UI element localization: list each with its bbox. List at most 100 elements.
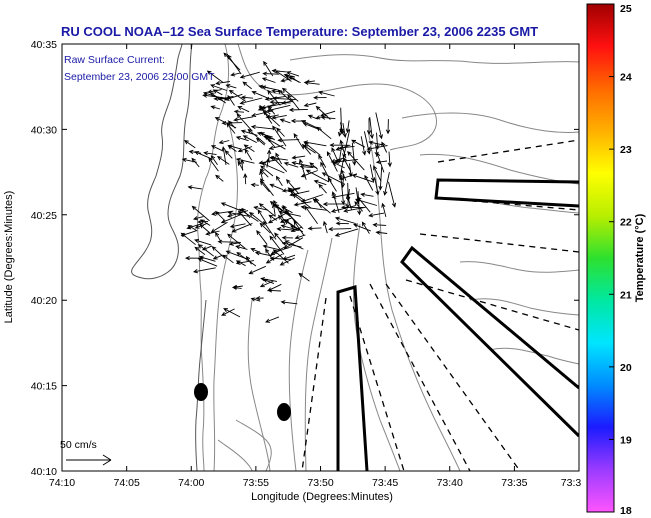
current-vector-arrow	[281, 235, 293, 240]
current-vector-arrow	[318, 183, 327, 194]
current-vector-arrow	[383, 172, 390, 196]
current-vector-arrow	[235, 245, 248, 250]
y-tick-label: 40:25	[31, 210, 57, 222]
current-vector-arrow	[207, 89, 222, 94]
current-vector-arrow	[298, 272, 310, 282]
current-vector-arrow	[236, 113, 253, 132]
current-vector-arrow	[338, 145, 355, 150]
current-vector-arrow	[322, 201, 347, 207]
current-vector-arrow	[353, 223, 371, 232]
figure-title: RU COOL NOAA–12 Sea Surface Temperature:…	[61, 24, 538, 39]
current-vector-arrow	[210, 84, 227, 91]
current-vector-arrow	[193, 216, 204, 221]
current-vector-arrow	[331, 192, 355, 199]
current-vector-arrow	[363, 131, 371, 155]
current-vector-arrow	[373, 165, 382, 182]
current-vector-arrow	[340, 174, 346, 189]
radar-beam-boxes	[336, 178, 579, 471]
current-vector-arrow	[220, 213, 243, 224]
current-vector-arrow	[215, 80, 230, 86]
scale-arrow	[66, 454, 112, 466]
current-vector-arrow	[240, 129, 258, 136]
current-vector-arrow	[309, 162, 319, 170]
current-vector-arrow	[267, 105, 276, 115]
current-vector-arrow	[271, 96, 296, 101]
current-vector-arrow	[214, 117, 237, 129]
current-vector-arrow	[299, 164, 314, 169]
x-tick-label: 73:45	[372, 477, 398, 489]
current-vector-arrow	[266, 138, 286, 150]
plot-background	[62, 44, 579, 471]
current-vector-arrow	[381, 202, 387, 218]
current-vector-arrow	[268, 214, 278, 221]
y-tick-label: 40:15	[31, 381, 57, 393]
current-vector-arrow	[288, 75, 300, 83]
x-tick-label: 73:50	[307, 477, 333, 489]
current-vector-arrow	[259, 180, 270, 193]
current-vector-arrow	[298, 158, 307, 180]
current-vector-arrow	[317, 90, 335, 97]
current-vector-arrow	[291, 161, 317, 168]
current-vector-arrow	[334, 228, 359, 237]
current-vector-arrow	[279, 118, 291, 124]
current-vector-arrow	[360, 136, 367, 156]
current-vector-arrow	[257, 209, 267, 224]
current-vector-arrow	[387, 151, 392, 168]
colorbar-ticks: 25 24 23 22 21 20 19 18	[609, 3, 632, 517]
current-vector-arrow	[300, 170, 318, 178]
current-vector-arrow	[313, 179, 327, 186]
current-vector-arrow	[303, 102, 317, 108]
current-vector-arrow	[275, 175, 283, 187]
current-vector-arrow	[238, 208, 259, 222]
current-vector-arrow	[265, 157, 270, 168]
y-axis-label: Latitude (Degrees:Minutes)	[3, 191, 15, 324]
current-vector-arrow	[388, 181, 397, 208]
current-vector-arrow	[283, 237, 304, 249]
current-vector-arrow	[374, 178, 380, 196]
current-vector-arrow	[300, 205, 328, 211]
current-vector-arrow	[223, 52, 241, 71]
current-vector-arrow	[255, 137, 265, 146]
current-vector-arrow	[348, 163, 353, 178]
current-vector-arrow	[259, 168, 269, 178]
current-vector-arrow	[215, 231, 221, 241]
current-vector-arrow	[343, 206, 366, 213]
current-vector-arrow	[273, 199, 285, 222]
current-vector-arrow	[268, 144, 284, 151]
current-vector-arrow	[191, 157, 200, 168]
current-vector-arrow	[251, 90, 273, 101]
current-vector-arrow	[227, 210, 249, 217]
colorbar-tick-label: 20	[620, 362, 632, 374]
current-vector-arrow	[369, 164, 376, 183]
current-vector-arrow	[276, 127, 285, 137]
x-axis-ticks: 74:10 74:05 74:00 73:55 73:50 73:45 73:40 73:35…	[49, 44, 581, 489]
current-vector-arrow	[187, 185, 202, 190]
current-vector-arrow	[330, 205, 356, 213]
current-vector-arrow	[244, 148, 253, 161]
current-vector-arrow	[272, 125, 287, 147]
current-vector-arrow	[248, 265, 266, 275]
current-vector-arrow	[351, 142, 357, 166]
current-vector-arrow	[235, 136, 249, 142]
current-vector-arrow	[243, 173, 248, 185]
current-vector-arrow	[203, 151, 217, 156]
colorbar-tick-label: 21	[620, 289, 632, 301]
current-vector-arrow	[201, 245, 213, 251]
current-vector-arrow	[231, 285, 242, 290]
inset-line-1: Raw Surface Current:	[64, 54, 165, 66]
current-vector-arrow	[242, 135, 257, 143]
current-vector-arrow	[320, 161, 332, 183]
colorbar-tick-label: 25	[620, 3, 632, 15]
colorbar	[586, 3, 615, 513]
current-vector-arrow	[375, 230, 388, 235]
current-vector-arrow	[279, 257, 295, 266]
marker-blob-1	[194, 383, 208, 401]
current-vector-arrow	[281, 100, 294, 105]
current-vector-arrow	[250, 124, 275, 130]
current-vector-arrow	[254, 251, 273, 257]
current-vector-arrow	[194, 222, 208, 229]
current-vector-arrow	[230, 72, 241, 77]
colorbar-tick-label: 19	[620, 434, 632, 446]
current-vector-arrow	[271, 155, 288, 173]
current-vector-arrow	[261, 77, 276, 83]
